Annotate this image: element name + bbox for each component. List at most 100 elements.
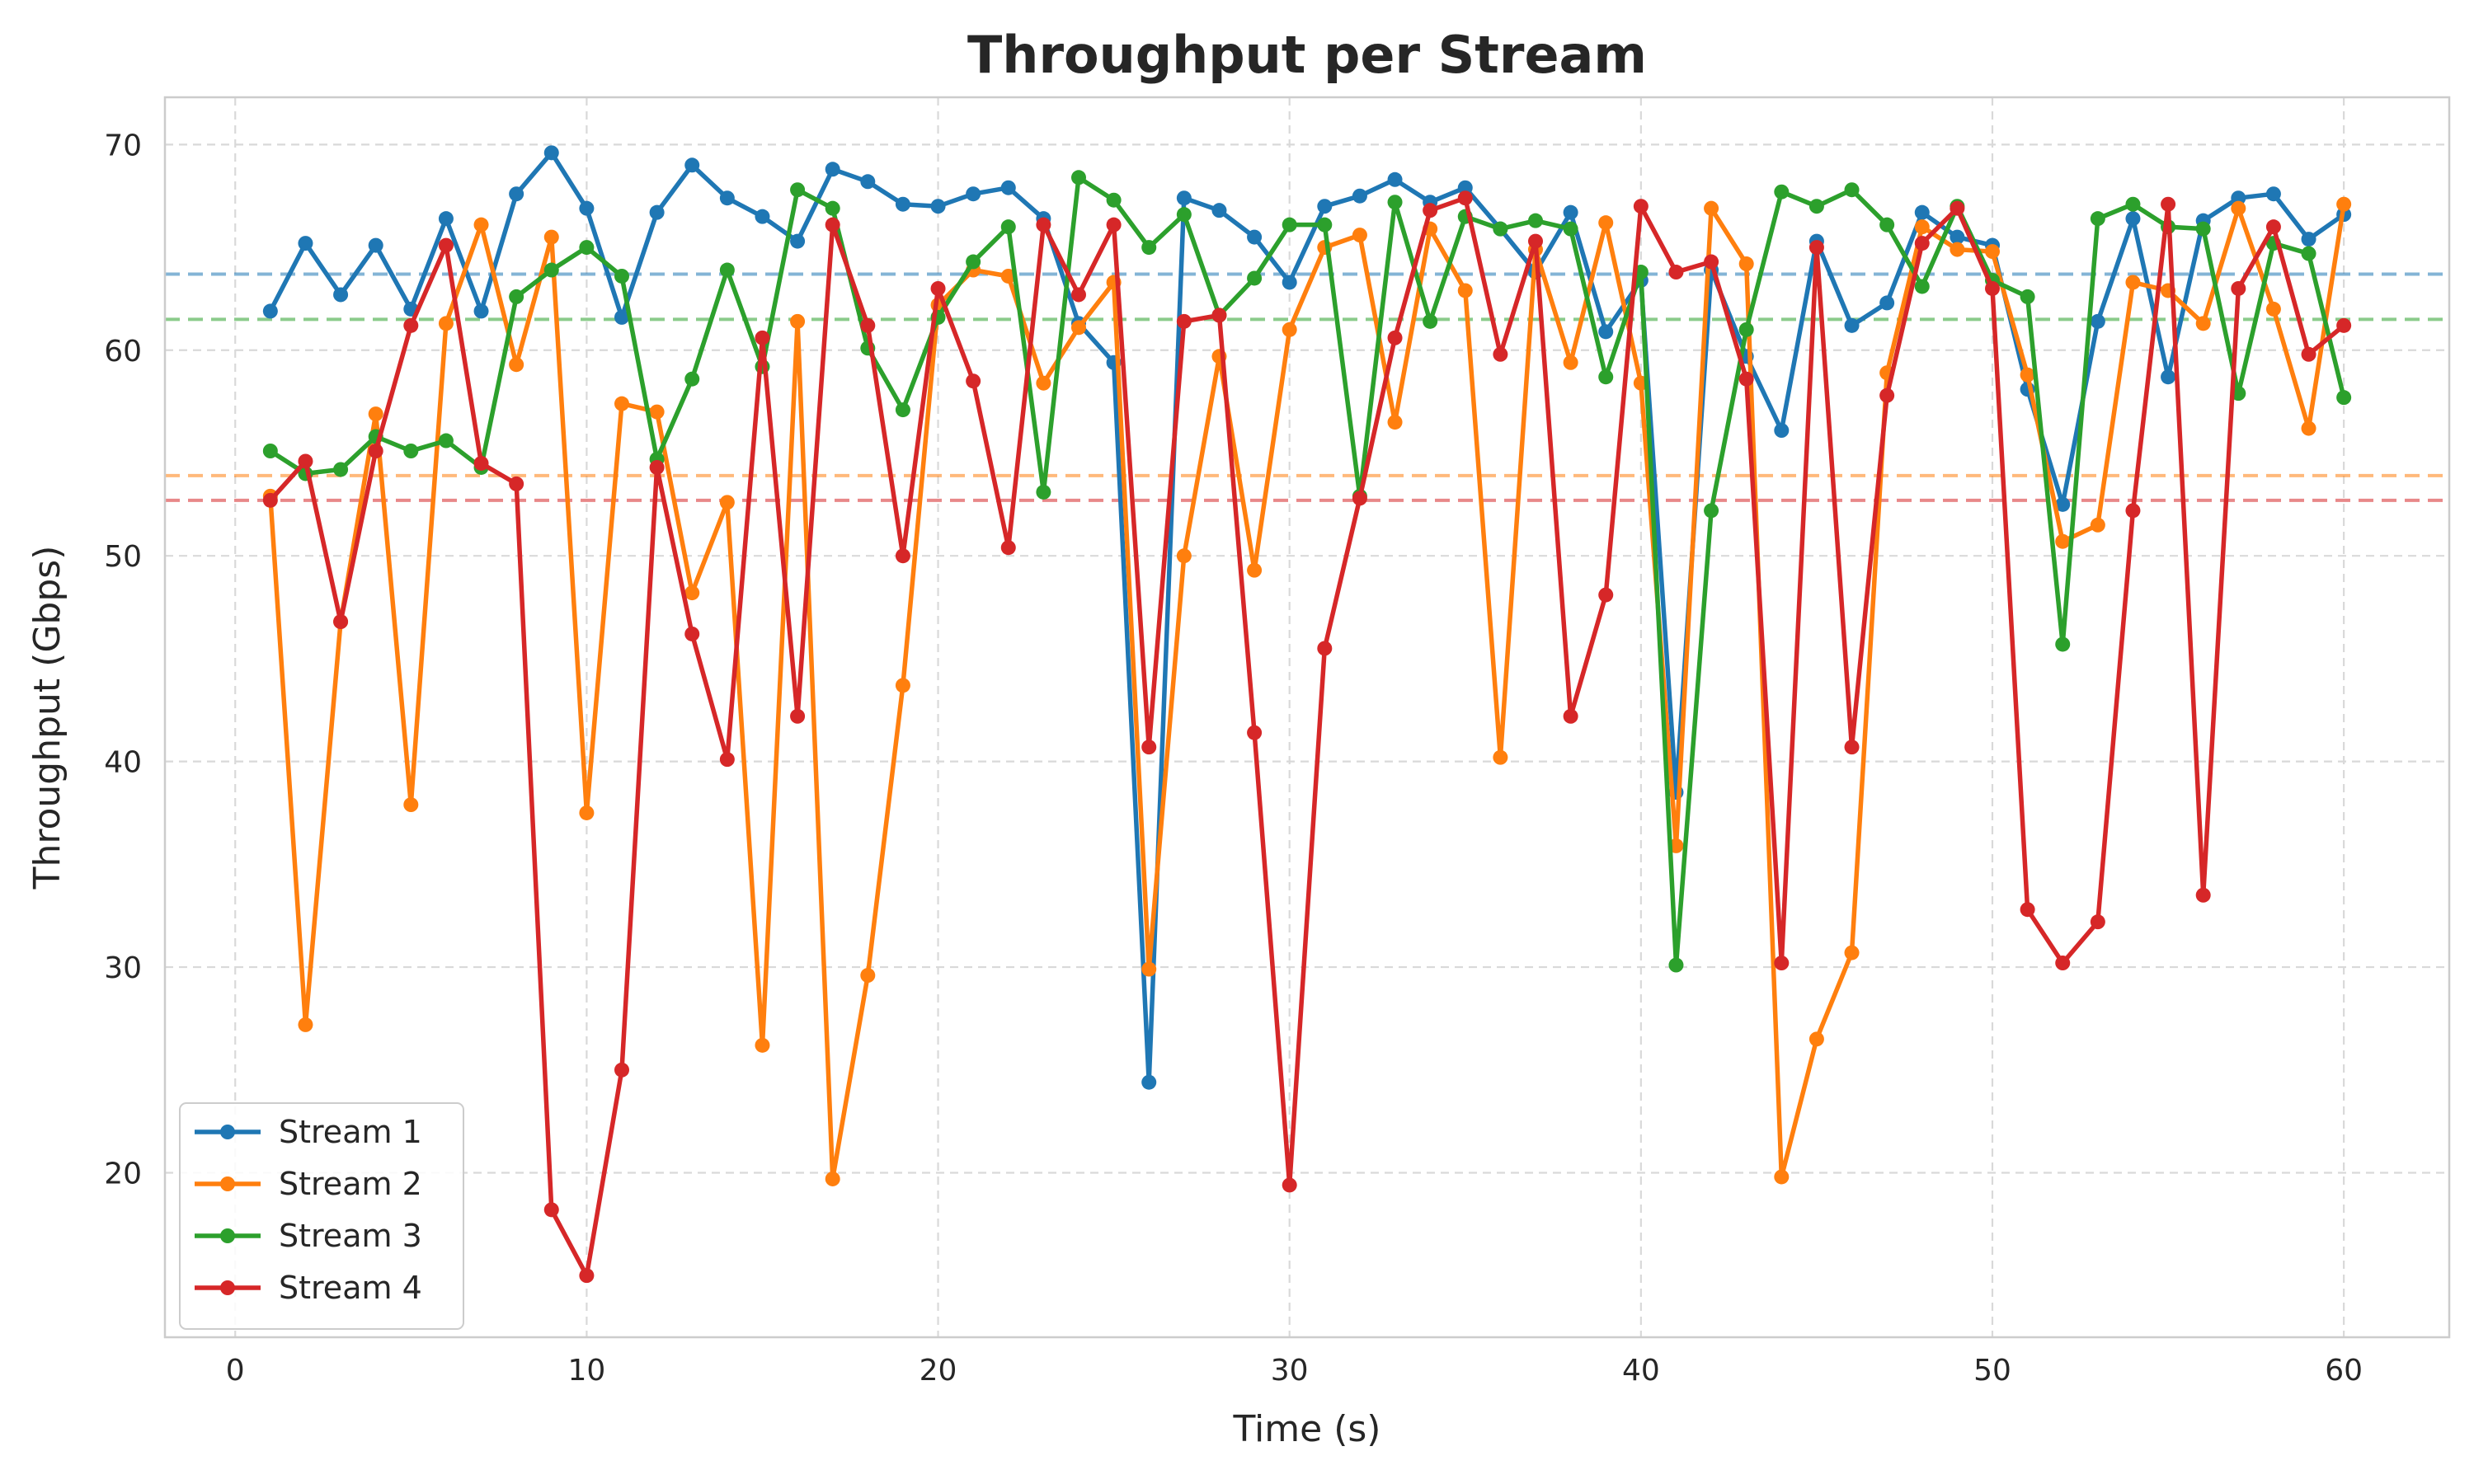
data-point xyxy=(2090,211,2105,227)
data-point xyxy=(2231,200,2246,216)
data-point xyxy=(1844,740,1860,755)
data-point xyxy=(579,240,595,256)
data-point xyxy=(1000,268,1016,284)
x-axis-label: Time (s) xyxy=(1233,1408,1381,1450)
data-point xyxy=(2265,301,2281,317)
data-point xyxy=(1000,180,1016,195)
data-point xyxy=(1211,203,1227,218)
data-point xyxy=(1176,548,1192,564)
data-point xyxy=(825,162,840,177)
series-layer xyxy=(262,145,2352,1284)
data-point xyxy=(1387,330,1403,345)
data-point xyxy=(1774,1169,1790,1185)
data-point xyxy=(825,1171,840,1186)
data-point xyxy=(1000,540,1016,556)
legend-item-stream-2: Stream 2 xyxy=(195,1166,422,1202)
data-point xyxy=(298,236,313,251)
data-point xyxy=(1528,233,1543,249)
data-point xyxy=(860,968,876,984)
x-tick-label: 10 xyxy=(567,1354,605,1388)
data-point xyxy=(1493,221,1508,237)
data-point xyxy=(2336,317,2352,333)
x-tick-label: 30 xyxy=(1271,1354,1309,1388)
data-point xyxy=(473,455,489,471)
data-point xyxy=(1106,192,1122,208)
series-line-stream-4 xyxy=(268,195,2346,1278)
data-point xyxy=(1457,190,1473,206)
data-point xyxy=(298,1017,313,1032)
data-point xyxy=(543,145,559,161)
data-point xyxy=(825,217,840,232)
data-point xyxy=(1844,317,1860,333)
data-point xyxy=(1914,219,1930,235)
legend-item-stream-3: Stream 3 xyxy=(195,1218,422,1254)
data-point xyxy=(1985,280,2000,296)
data-point xyxy=(1317,199,1333,214)
data-point xyxy=(1774,184,1790,200)
data-point xyxy=(1282,1177,1297,1193)
data-point xyxy=(2336,390,2352,406)
data-point xyxy=(2090,914,2105,930)
data-point xyxy=(755,330,770,345)
data-point xyxy=(1106,217,1122,232)
legend-swatch-marker xyxy=(220,1176,235,1191)
data-point xyxy=(790,313,806,329)
data-point xyxy=(860,317,876,333)
data-point xyxy=(1141,961,1157,977)
data-point xyxy=(1668,957,1684,973)
data-point xyxy=(1914,279,1930,294)
data-point xyxy=(1071,170,1086,186)
data-point xyxy=(2336,196,2352,212)
data-point xyxy=(930,280,946,296)
data-point xyxy=(2125,211,2141,227)
data-point xyxy=(2301,420,2316,436)
y-axis-label: Throughput (Gbps) xyxy=(26,546,68,890)
data-point xyxy=(2161,196,2176,212)
x-tick-label: 50 xyxy=(1973,1354,2011,1388)
data-point xyxy=(1282,275,1297,290)
x-tick-label: 40 xyxy=(1622,1354,1660,1388)
data-point xyxy=(579,200,595,216)
data-point xyxy=(509,357,524,373)
data-point xyxy=(1704,254,1719,270)
data-point xyxy=(719,262,735,278)
data-point xyxy=(790,708,806,724)
data-point xyxy=(2020,289,2035,304)
data-point xyxy=(368,237,383,253)
data-point xyxy=(684,585,700,601)
data-point xyxy=(1176,313,1192,329)
data-point xyxy=(649,459,665,475)
legend-item-stream-4: Stream 4 xyxy=(195,1270,422,1306)
chart-title: Throughput per Stream xyxy=(967,25,1647,85)
series-stream-2 xyxy=(262,196,2352,1186)
data-point xyxy=(403,444,419,459)
data-point xyxy=(1000,219,1016,235)
data-point xyxy=(2301,232,2316,247)
data-point xyxy=(614,396,629,411)
data-point xyxy=(966,186,981,202)
data-point xyxy=(1528,213,1543,228)
data-point xyxy=(895,196,910,212)
data-point xyxy=(509,289,524,304)
y-tick-label: 30 xyxy=(104,951,142,985)
series-line-stream-2 xyxy=(268,201,2346,1181)
data-point xyxy=(1211,308,1227,323)
data-point xyxy=(2231,190,2246,206)
data-point xyxy=(1914,204,1930,220)
data-point xyxy=(1317,641,1333,656)
y-tick-label: 20 xyxy=(104,1157,142,1190)
data-point xyxy=(1387,171,1403,187)
data-point xyxy=(2055,636,2071,652)
data-point xyxy=(1036,484,1051,500)
data-point xyxy=(1738,371,1754,387)
data-point xyxy=(2195,887,2211,903)
data-point xyxy=(895,548,910,564)
data-point xyxy=(1950,229,1965,245)
legend-swatch-marker xyxy=(220,1280,235,1295)
y-tick-label: 40 xyxy=(104,746,142,780)
data-point xyxy=(2020,367,2035,383)
data-point xyxy=(614,268,629,284)
data-point xyxy=(719,495,735,510)
